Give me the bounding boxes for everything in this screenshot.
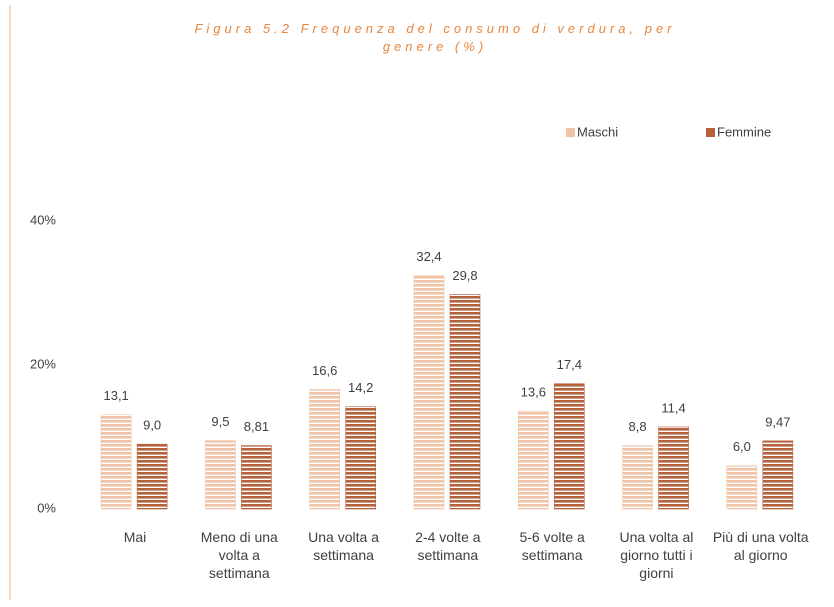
bar xyxy=(622,445,653,510)
bar xyxy=(241,445,272,510)
bar xyxy=(449,294,481,510)
data-label: 29,8 xyxy=(452,268,477,283)
x-tick-label: 5-6 volte a settimana xyxy=(519,529,585,563)
data-label: 13,1 xyxy=(103,388,128,403)
data-label: 16,6 xyxy=(312,363,337,378)
bar xyxy=(553,383,585,510)
legend-label: Maschi xyxy=(577,124,618,139)
x-tick-label: 2-4 volte a settimana xyxy=(415,529,481,563)
data-label: 13,6 xyxy=(521,385,546,400)
data-label: 14,2 xyxy=(348,380,373,395)
bar xyxy=(309,389,341,510)
y-tick-label: 20% xyxy=(30,356,56,371)
chart-title: Figura 5.2 Frequenza del consumo di verd… xyxy=(194,21,676,54)
bar xyxy=(205,440,236,510)
data-label: 32,4 xyxy=(416,249,441,264)
data-label: 9,0 xyxy=(143,418,161,433)
x-tick-label: Mai xyxy=(123,529,147,545)
legend-label: Femmine xyxy=(717,124,771,139)
data-label: 17,4 xyxy=(557,357,582,372)
data-label: 6,0 xyxy=(733,439,751,454)
data-label: 9,5 xyxy=(211,414,229,429)
x-tick-label: Meno di una volta a settimana xyxy=(200,529,278,581)
bar xyxy=(345,406,377,510)
x-tick-label: Una volta a settimana xyxy=(308,529,379,563)
legend-swatch xyxy=(566,128,575,137)
bar xyxy=(413,275,445,510)
bar xyxy=(100,414,132,510)
data-label: 9,47 xyxy=(765,414,790,429)
x-tick-label: Una volta al giorno tutti i giorni xyxy=(619,529,694,581)
bar xyxy=(517,410,549,510)
y-tick-label: 40% xyxy=(30,212,56,227)
bar xyxy=(136,443,168,510)
data-label: 11,4 xyxy=(661,400,685,415)
data-label: 8,81 xyxy=(244,419,269,434)
legend-swatch xyxy=(706,128,715,137)
data-label: 8,8 xyxy=(629,419,647,434)
y-tick-label: 0% xyxy=(37,500,56,515)
bar xyxy=(726,465,758,510)
bar xyxy=(762,440,794,510)
x-tick-label: Più di una volta al giorno xyxy=(712,529,809,563)
bar xyxy=(658,426,689,510)
